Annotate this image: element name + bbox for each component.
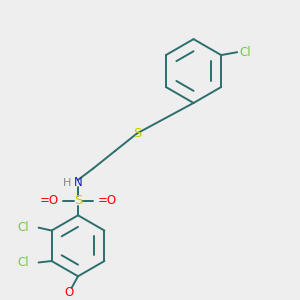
Text: =O: =O [39,194,58,207]
Text: Cl: Cl [18,256,29,269]
Text: N: N [74,176,82,189]
Text: Cl: Cl [18,221,29,234]
Text: S: S [74,194,82,207]
Text: H: H [63,178,71,188]
Text: Cl: Cl [239,46,251,59]
Text: =O: =O [98,194,117,207]
Text: S: S [133,127,141,140]
Text: O: O [65,286,74,299]
